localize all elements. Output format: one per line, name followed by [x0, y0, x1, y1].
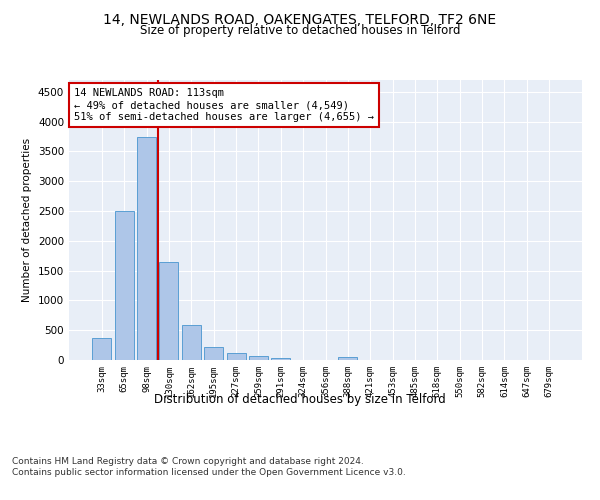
Bar [160, 262, 178, 360]
Text: 14 NEWLANDS ROAD: 113sqm
← 49% of detached houses are smaller (4,549)
51% of sem: 14 NEWLANDS ROAD: 113sqm ← 49% of detach… [74, 88, 374, 122]
Bar [338, 357, 358, 360]
Bar [182, 325, 201, 360]
Bar [227, 354, 245, 360]
Bar [115, 211, 134, 360]
Text: 14, NEWLANDS ROAD, OAKENGATES, TELFORD, TF2 6NE: 14, NEWLANDS ROAD, OAKENGATES, TELFORD, … [103, 12, 497, 26]
Bar [271, 358, 290, 360]
Bar [92, 338, 112, 360]
Text: Contains HM Land Registry data © Crown copyright and database right 2024.
Contai: Contains HM Land Registry data © Crown c… [12, 458, 406, 477]
Bar [137, 136, 156, 360]
Y-axis label: Number of detached properties: Number of detached properties [22, 138, 32, 302]
Text: Distribution of detached houses by size in Telford: Distribution of detached houses by size … [154, 392, 446, 406]
Bar [249, 356, 268, 360]
Text: Size of property relative to detached houses in Telford: Size of property relative to detached ho… [140, 24, 460, 37]
Bar [204, 346, 223, 360]
